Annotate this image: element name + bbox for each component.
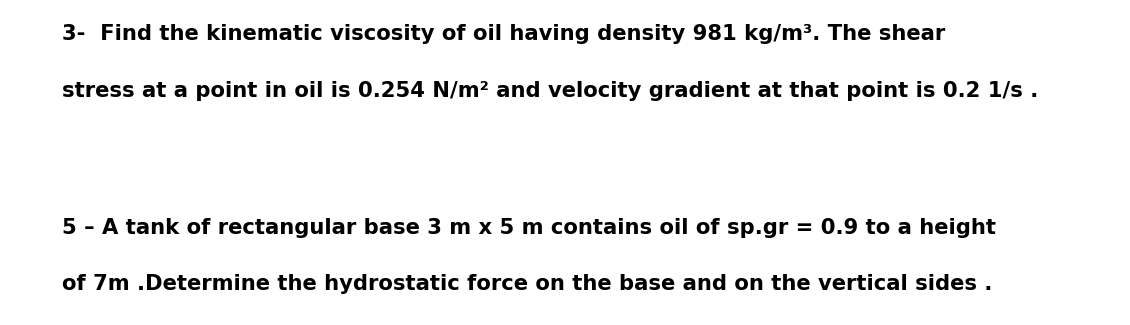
Text: of 7m .Determine the hydrostatic force on the base and on the vertical sides .: of 7m .Determine the hydrostatic force o… (62, 274, 992, 294)
Text: 3-  Find the kinematic viscosity of oil having density 981 kg/m³. The shear: 3- Find the kinematic viscosity of oil h… (62, 24, 946, 44)
Text: stress at a point in oil is 0.254 N/m² and velocity gradient at that point is 0.: stress at a point in oil is 0.254 N/m² a… (62, 81, 1038, 101)
Text: 5 – A tank of rectangular base 3 m x 5 m contains oil of sp.gr = 0.9 to a height: 5 – A tank of rectangular base 3 m x 5 m… (62, 217, 997, 238)
